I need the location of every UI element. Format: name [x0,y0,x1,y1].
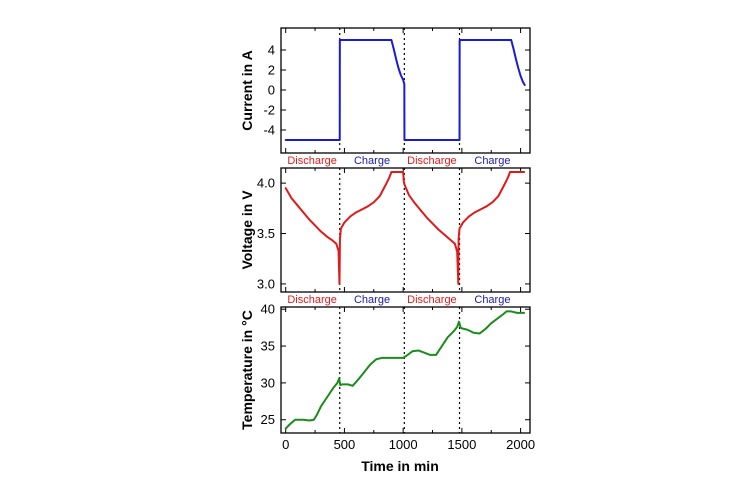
voltage-phase-label-charge: Charge [354,294,390,306]
current-series-line [284,39,526,141]
current-y-tick-label: 4 [268,43,275,58]
temperature-series-line [284,310,526,430]
current-phase-label-charge: Charge [354,155,390,167]
voltage-phase-label-charge: Charge [474,294,510,306]
x-tick-label: 2000 [506,437,535,452]
current-y-tick-label: 0 [268,83,275,98]
voltage-phase-label-discharge: Discharge [407,294,457,306]
voltage-y-tick-label: 3.5 [257,226,275,241]
temperature-y-tick-label: 35 [261,339,275,354]
x-tick-label: 1000 [389,437,418,452]
voltage-y-tick-label: 4.0 [257,176,275,191]
voltage-series-line [284,171,526,285]
current-y-tick-label: -4 [263,123,275,138]
x-axis-title: Time in min [361,458,439,474]
temperature-plot-frame [280,306,531,434]
current-y-tick-label: -2 [263,103,275,118]
current-phase-label-charge: Charge [474,155,510,167]
voltage-y-axis-title: Voltage in V [239,190,255,270]
voltage-plot-frame [280,167,531,293]
voltage-y-tick-label: 3.0 [257,276,275,291]
x-tick-label: 1500 [447,437,476,452]
voltage-phase-label-discharge: Discharge [287,294,337,306]
current-y-tick-label: 2 [268,63,275,78]
current-phase-label-discharge: Discharge [287,155,337,167]
temperature-y-tick-label: 30 [261,375,275,390]
temperature-y-axis-title: Temperature in °C [239,310,255,430]
current-phase-label-discharge: Discharge [407,155,457,167]
temperature-y-tick-label: 25 [261,412,275,427]
x-tick-label: 0 [282,437,289,452]
current-panel: -4 -2 0 2 4 Current in A Discharge Charge Discha… [239,27,531,167]
temperature-y-tick-label: 40 [261,302,275,317]
temperature-panel: 0 500 1000 1500 2000 25 30 35 40 Temperature in °… [239,302,535,452]
current-y-axis-title: Current in A [239,50,255,130]
current-plot-frame [280,27,531,154]
x-tick-label: 500 [334,437,356,452]
